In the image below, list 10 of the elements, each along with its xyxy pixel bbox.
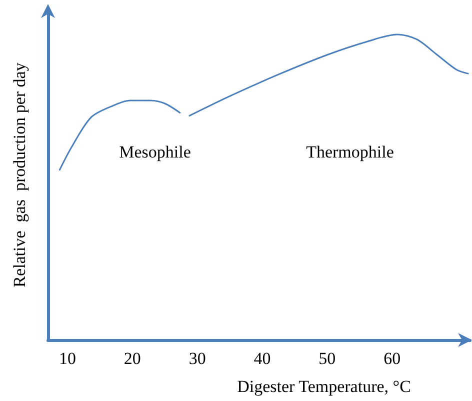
x-tick-label: 40 — [254, 349, 271, 368]
x-tick-label: 30 — [188, 349, 206, 368]
x-axis-title: Digester Temperature, °C — [237, 377, 411, 396]
x-tick-label: 60 — [384, 349, 401, 368]
y-axis-title: Relative gas production per day — [10, 62, 29, 288]
x-tick-label: 10 — [58, 349, 76, 368]
x-tick-label: 20 — [124, 349, 141, 368]
x-tick-label: 50 — [318, 349, 336, 368]
annotation: Mesophile — [119, 142, 191, 162]
annotation: Thermophile — [306, 142, 394, 162]
